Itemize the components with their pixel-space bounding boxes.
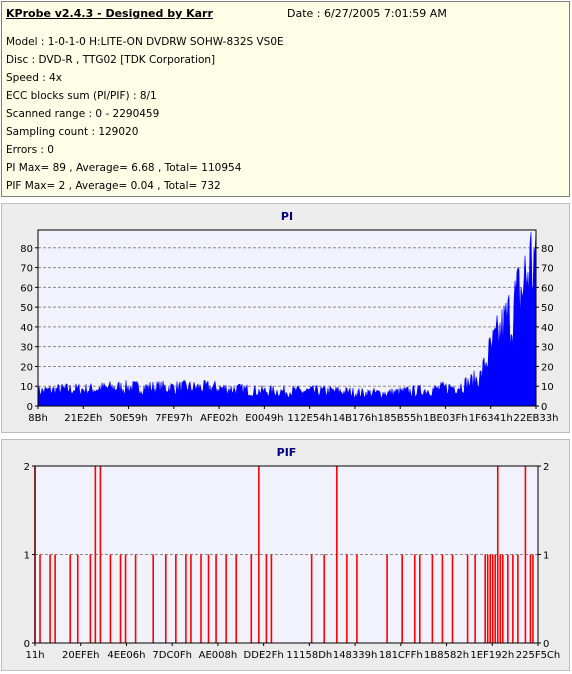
pi-xtick-label: 14B176h — [332, 413, 377, 424]
pif-xtick-label: 1B8582h — [424, 650, 469, 661]
pi-plot-border — [37, 229, 537, 407]
pi-ytick-label-left: 60 — [20, 283, 33, 294]
pi-ytick-label-left: 0 — [27, 402, 33, 413]
pif-chart: PIF 0 0 1 1 2 2 11h 20EFEh 4EE06h 7DC0Fh AE008h DDE2… — [24, 446, 561, 661]
pif-ytick-label-right: 2 — [543, 462, 549, 473]
disc-line: Disc : DVD-R , TTG02 [TDK Corporation] — [6, 54, 216, 66]
pi-series-area — [37, 229, 537, 407]
scan-date: Date : 6/27/2005 7:01:59 AM — [287, 7, 447, 20]
pi-ytick-label-right: 80 — [541, 244, 554, 255]
pi-ytick-label-right: 30 — [541, 343, 554, 354]
pi-chart: PI 0 0 10 10 20 20 30 30 40 40 50 50 60 60 70 70 80 80 8Bh 2… — [20, 210, 559, 424]
pi-ytick-label-left: 40 — [20, 323, 33, 334]
pi-ytick-label-right: 60 — [541, 283, 554, 294]
pi-ytick-label-right: 70 — [541, 264, 554, 275]
pif-summary-line: PIF Max= 2 , Average= 0.04 , Total= 732 — [6, 180, 221, 192]
pi-xtick-label: 50E59h — [109, 413, 147, 424]
pif-xtick-label: 181CFFh — [379, 650, 423, 661]
pi-ytick-label-right: 20 — [541, 362, 554, 373]
model-line: Model : 1-0-1-0 H:LITE-ON DVDRW SOHW-832… — [6, 36, 284, 48]
app-title: KProbe v2.4.3 - Designed by Karr — [6, 7, 213, 20]
speed-line: Speed : 4x — [6, 72, 63, 84]
pi-ytick-label-left: 20 — [20, 362, 33, 373]
pi-xtick-label: 8Bh — [28, 413, 48, 424]
pi-ytick-label-left: 50 — [20, 303, 33, 314]
pi-xtick-label: 7FE97h — [155, 413, 193, 424]
pi-plot-area — [38, 230, 536, 406]
pi-summary-line: PI Max= 89 , Average= 6.68 , Total= 1109… — [6, 162, 242, 174]
pi-xtick-label: AFE02h — [200, 413, 238, 424]
ecc-line: ECC blocks sum (PI/PIF) : 8/1 — [6, 90, 157, 102]
pif-ytick-label-left: 0 — [24, 639, 30, 650]
pi-ytick-label-right: 40 — [541, 323, 554, 334]
pi-xtick-label: E0049h — [245, 413, 283, 424]
pif-ytick-label-left: 1 — [24, 551, 30, 562]
pi-xtick-label: 21E2Eh — [64, 413, 102, 424]
pif-xtick-label: 20EFEh — [62, 650, 99, 661]
pi-ytick-label-left: 10 — [20, 382, 33, 393]
pif-xtick-label: 1EF192h — [470, 650, 514, 661]
pi-ytick-label-right: 10 — [541, 382, 554, 393]
pi-title: PI — [281, 210, 293, 223]
pif-xtick-label: 11h — [25, 650, 44, 661]
pi-xtick-label: 1BE03Fh — [423, 413, 467, 424]
pi-ytick-label-right: 50 — [541, 303, 554, 314]
pi-ytick-label-left: 80 — [20, 244, 33, 255]
pif-ytick-label-right: 1 — [543, 551, 549, 562]
pif-xtick-label: 4EE06h — [107, 650, 145, 661]
errors-line: Errors : 0 — [6, 144, 54, 156]
pif-plot-border — [34, 465, 539, 644]
pi-xtick-label: 1F6341h — [469, 413, 513, 424]
pi-xtick-label: 185B55h — [378, 413, 423, 424]
sampling-count-line: Sampling count : 129020 — [6, 126, 139, 138]
pif-xtick-label: AE008h — [199, 650, 238, 661]
pif-title: PIF — [277, 446, 297, 459]
pif-ytick-label-right: 0 — [543, 639, 549, 650]
pif-ytick-label-left: 2 — [24, 462, 30, 473]
pif-xtick-label: 7DC0Fh — [152, 650, 192, 661]
pi-ytick-label-right: 0 — [541, 402, 547, 413]
info-panel: KProbe v2.4.3 - Designed by Karr Date : … — [1, 1, 570, 197]
pif-xtick-label: 11158Dh — [286, 650, 332, 661]
pif-xtick-label: 148339h — [333, 650, 378, 661]
pif-chart-panel: PIF 0 0 1 1 2 2 11h 20EFEh 4EE06h 7DC0Fh AE008h DDE2… — [1, 439, 570, 671]
pif-xtick-label: DDE2Fh — [244, 650, 284, 661]
pi-xtick-label: 112E54h — [287, 413, 331, 424]
pif-xtick-label: 225F5Ch — [516, 650, 561, 661]
pi-xtick-label: 22EB33h — [514, 413, 559, 424]
pi-chart-panel: PI 0 0 10 10 20 20 30 30 40 40 50 50 60 60 70 70 80 80 8Bh 2… — [1, 203, 570, 433]
pi-ytick-label-left: 70 — [20, 264, 33, 275]
pi-ytick-label-left: 30 — [20, 343, 33, 354]
scanned-range-line: Scanned range : 0 - 2290459 — [6, 108, 160, 120]
